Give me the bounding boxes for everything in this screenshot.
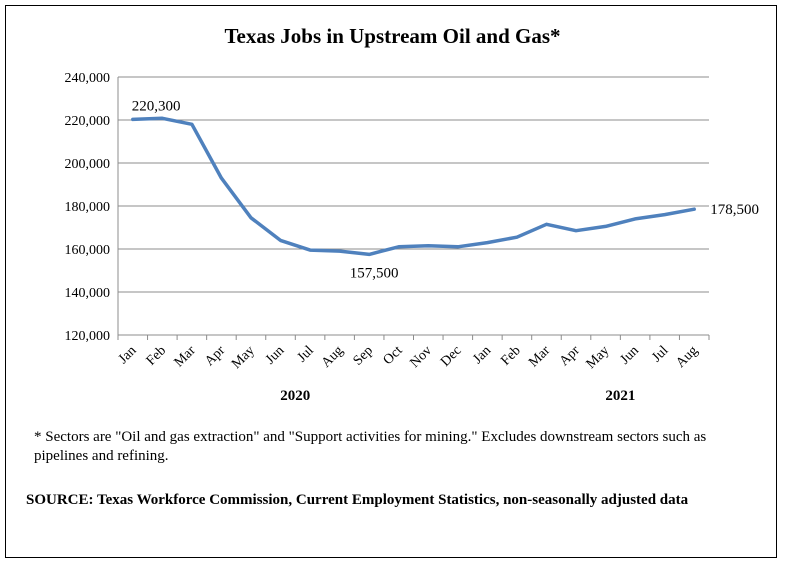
gridlines [117, 76, 709, 336]
y-tick-label: 220,000 [65, 114, 111, 129]
x-tick-label: Apr [557, 343, 583, 369]
source-note: SOURCE: Texas Workforce Commission, Curr… [26, 492, 689, 508]
x-tick-label: Apr [202, 343, 228, 369]
x-tick-label: Mar [526, 343, 553, 370]
y-tick-label: 140,000 [65, 286, 111, 301]
x-tick-label: Nov [407, 343, 435, 371]
x-tick-label: Jul [295, 343, 317, 365]
y-tick-label: 160,000 [65, 243, 111, 258]
x-tick-label: Dec [438, 343, 465, 370]
y-tick-label: 120,000 [65, 329, 111, 344]
x-tick-label: Jun [263, 343, 287, 367]
x-tick-label: Jan [470, 343, 494, 367]
x-tick-label: Feb [144, 343, 169, 368]
year-label: 2020 [280, 388, 310, 404]
data-label: 157,500 [350, 265, 399, 281]
year-label: 2021 [605, 388, 635, 404]
data-labels: 220,300 157,500 178,500 [132, 98, 759, 281]
x-tick-label: Aug [673, 343, 701, 371]
data-label: 178,500 [710, 202, 759, 218]
x-tick-label: Oct [381, 343, 406, 368]
data-label: 220,300 [132, 98, 181, 114]
x-tick-label: May [229, 343, 258, 372]
x-tick-label: Mar [172, 343, 199, 370]
x-tick-label: Feb [498, 343, 523, 368]
chart-frame [5, 5, 777, 558]
x-axis-ticks: Jan Feb Mar Apr May Jun Jul Aug Sep Oct Nov Dec Jan F… [116, 335, 710, 372]
y-tick-label: 200,000 [65, 157, 111, 172]
x-tick-label: Aug [319, 343, 347, 371]
y-tick-label: 240,000 [65, 71, 111, 86]
series-group [131, 116, 696, 257]
x-tick-label: Jul [649, 343, 671, 365]
footnote: * Sectors are "Oil and gas extraction" a… [34, 429, 707, 464]
x-tick-label: May [584, 343, 613, 372]
series-line [131, 116, 696, 257]
chart-title: Texas Jobs in Upstream Oil and Gas* [224, 24, 561, 48]
y-axis-ticks: 120,000 140,000 160,000 180,000 200,000 220,0… [65, 71, 111, 344]
x-tick-label: Jun [618, 343, 642, 367]
y-tick-label: 180,000 [65, 200, 111, 215]
year-labels: 2020 2021 [280, 388, 635, 404]
x-tick-label: Sep [351, 343, 376, 368]
x-tick-label: Jan [116, 343, 140, 367]
